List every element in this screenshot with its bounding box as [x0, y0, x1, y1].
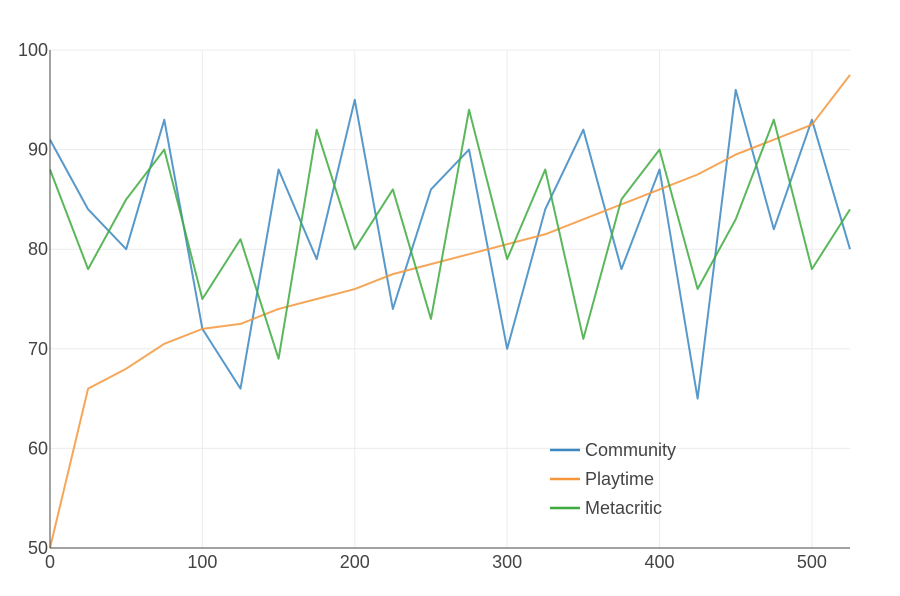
y-tick-label: 100 [18, 40, 48, 60]
y-tick-label: 50 [28, 538, 48, 558]
y-tick-label: 90 [28, 140, 48, 160]
legend-label: Community [585, 440, 676, 460]
x-tick-label: 400 [645, 552, 675, 572]
tick-labels: 50 60 70 80 90 100 0 100 200 300 400 500 [18, 40, 827, 572]
grid-lines [49, 49, 850, 549]
legend[interactable]: Community Playtime Metacritic [550, 440, 676, 518]
x-tick-label: 500 [797, 552, 827, 572]
legend-item-metacritic[interactable]: Metacritic [550, 498, 662, 518]
series-lines [49, 74, 851, 549]
y-tick-label: 70 [28, 339, 48, 359]
series-line-community [49, 88, 851, 400]
series-line-playtime [49, 74, 851, 549]
x-tick-label: 100 [187, 552, 217, 572]
x-tick-label: 300 [492, 552, 522, 572]
axes [49, 50, 850, 549]
y-tick-label: 80 [28, 239, 48, 259]
x-tick-label: 0 [45, 552, 55, 572]
x-tick-label: 200 [340, 552, 370, 572]
y-tick-label: 60 [28, 438, 48, 458]
legend-item-playtime[interactable]: Playtime [550, 469, 654, 489]
legend-item-community[interactable]: Community [550, 440, 676, 460]
legend-label: Metacritic [585, 498, 662, 518]
legend-label: Playtime [585, 469, 654, 489]
series-line-metacritic [49, 108, 851, 360]
